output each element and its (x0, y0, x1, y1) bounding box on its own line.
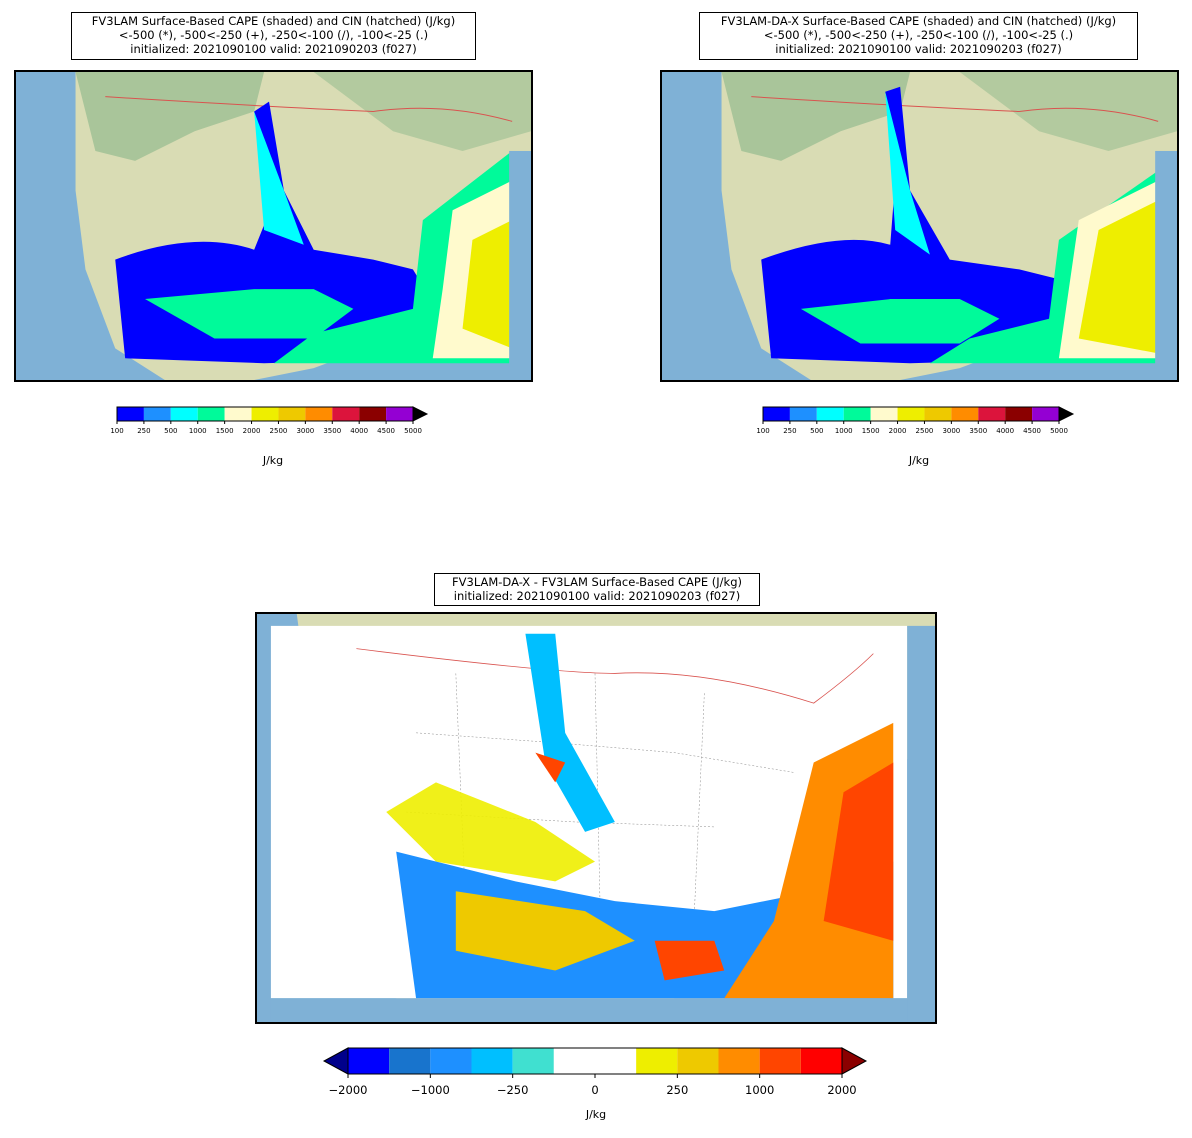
diff-title-line-1: FV3LAM-DA-X - FV3LAM Surface-Based CAPE … (452, 575, 742, 589)
left-colorbar-tick-label: 3500 (323, 427, 341, 435)
right-cape-map (660, 70, 1179, 382)
right-colorbar: 100 250 500 1000 1500 2000 2500 3000 3500 4000 450… (756, 406, 1083, 447)
diff-panel-title: FV3LAM-DA-X - FV3LAM Surface-Based CAPE … (434, 573, 760, 606)
right-colorbar-segment (763, 407, 790, 421)
left-colorbar-tick-label: 3000 (296, 427, 314, 435)
diff-colorbar-segment (553, 1048, 595, 1074)
right-colorbar-segment (1005, 407, 1033, 421)
left-colorbar-tick-label: 500 (164, 427, 177, 435)
right-colorbar-tick-label: 3500 (969, 427, 987, 435)
right-panel-title: FV3LAM-DA-X Surface-Based CAPE (shaded) … (699, 12, 1138, 60)
left-colorbar-extend (412, 406, 429, 422)
left-colorbar-tick-label: 100 (110, 427, 123, 435)
left-colorbar-segment (305, 407, 333, 421)
left-colorbar: 100 250 500 1000 1500 2000 2500 3000 3500 4000 450… (110, 406, 437, 447)
right-colorbar-tick-label: 5000 (1050, 427, 1068, 435)
diff-colorbar-segment (348, 1048, 390, 1074)
right-colorbar-segment (870, 407, 898, 421)
diff-colorbar-segment (759, 1048, 801, 1074)
right-colorbar-segment (978, 407, 1006, 421)
left-cape-map (14, 70, 533, 382)
right-title-line-1: FV3LAM-DA-X Surface-Based CAPE (shaded) … (720, 14, 1117, 28)
right-colorbar-segment (924, 407, 952, 421)
diff-map-svg (257, 614, 935, 1022)
diff-colorbar-segment (677, 1048, 719, 1074)
left-colorbar-tick-label: 5000 (404, 427, 422, 435)
diff-colorbar-tick-label: 2000 (827, 1083, 856, 1097)
left-colorbar-segment (170, 407, 198, 421)
diff-colorbar-segment (512, 1048, 554, 1074)
left-colorbar-segment (197, 407, 225, 421)
right-colorbar-segment (843, 407, 871, 421)
right-colorbar-tick-label: 1000 (835, 427, 853, 435)
right-colorbar-segment (816, 407, 844, 421)
diff-colorbar-segment (800, 1048, 842, 1074)
left-colorbar-segment (332, 407, 360, 421)
right-colorbar-segment (951, 407, 979, 421)
right-title-line-2: <-500 (*), -500<-250 (+), -250<-100 (/),… (763, 28, 1074, 42)
left-colorbar-tick-label: 1500 (216, 427, 234, 435)
left-colorbar-tick-label: 2000 (243, 427, 261, 435)
diff-colorbar-tick-label: −250 (497, 1083, 529, 1097)
right-map-svg (662, 72, 1177, 380)
right-colorbar-tick-label: 100 (756, 427, 769, 435)
right-colorbar-tick-label: 250 (783, 427, 796, 435)
left-colorbar-tick-label: 1000 (189, 427, 207, 435)
right-colorbar-tick-label: 2500 (916, 427, 934, 435)
left-colorbar-segment (386, 407, 413, 421)
left-title-line-1: FV3LAM Surface-Based CAPE (shaded) and C… (91, 14, 456, 28)
diff-colorbar-segment (471, 1048, 513, 1074)
right-title-line-3: initialized: 2021090100 valid: 202109020… (775, 42, 1062, 56)
right-colorbar-svg: 100 250 500 1000 1500 2000 2500 3000 3500 4000 450… (756, 406, 1075, 435)
diff-colorbar-extend-high (841, 1047, 868, 1075)
right-colorbar-extend (1058, 406, 1075, 422)
right-colorbar-tick-label: 500 (810, 427, 823, 435)
left-colorbar-segment (359, 407, 387, 421)
left-colorbar-segment (143, 407, 171, 421)
left-title-line-3: initialized: 2021090100 valid: 202109020… (130, 42, 417, 56)
right-colorbar-tick-label: 4500 (1023, 427, 1041, 435)
right-colorbar-tick-label: 2000 (889, 427, 907, 435)
right-colorbar-outline (762, 406, 1060, 422)
left-panel-title: FV3LAM Surface-Based CAPE (shaded) and C… (71, 12, 476, 60)
diff-colorbar-unit: J/kg (585, 1108, 607, 1121)
left-colorbar-segment (224, 407, 252, 421)
left-colorbar-segment (117, 407, 144, 421)
right-colorbar-tick-label: 1500 (862, 427, 880, 435)
left-colorbar-svg: 100 250 500 1000 1500 2000 2500 3000 3500 4000 450… (110, 406, 429, 435)
right-colorbar-segment (1032, 407, 1059, 421)
diff-colorbar-tick-label: −2000 (329, 1083, 368, 1097)
diff-cape-map (255, 612, 937, 1024)
diff-colorbar-extend-low (322, 1047, 349, 1075)
diff-colorbar-tick-label: 1000 (745, 1083, 774, 1097)
right-colorbar-segment (789, 407, 817, 421)
left-colorbar-tick-label: 4500 (377, 427, 395, 435)
right-colorbar-segment (897, 407, 925, 421)
diff-title-line-2: initialized: 2021090100 valid: 202109020… (453, 589, 741, 603)
left-colorbar-segment (251, 407, 279, 421)
left-colorbar-unit: J/kg (262, 454, 284, 467)
left-colorbar-segment (278, 407, 306, 421)
diff-colorbar-segment (636, 1048, 678, 1074)
right-colorbar-unit: J/kg (908, 454, 930, 467)
diff-colorbar-segment (595, 1048, 637, 1074)
right-colorbar-tick-label: 3000 (942, 427, 960, 435)
diff-colorbar-tick-label: 250 (666, 1083, 688, 1097)
diff-colorbar-segment (389, 1048, 431, 1074)
left-colorbar-tick-label: 250 (137, 427, 150, 435)
left-title-line-2: <-500 (*), -500<-250 (+), -250<-100 (/),… (118, 28, 429, 42)
diff-colorbar-svg: −2000 −1000 −250 0 250 1000 2000 (322, 1047, 868, 1097)
diff-colorbar-segment (718, 1048, 760, 1074)
diff-colorbar-tick-label: 0 (591, 1083, 598, 1097)
left-colorbar-outline (116, 406, 414, 422)
diff-colorbar-tick-label: −1000 (411, 1083, 450, 1097)
diff-colorbar: −2000 −1000 −250 0 250 1000 2000 (320, 1044, 880, 1104)
right-colorbar-tick-label: 4000 (996, 427, 1014, 435)
left-colorbar-tick-label: 4000 (350, 427, 368, 435)
diff-colorbar-segment (430, 1048, 472, 1074)
left-map-svg (16, 72, 531, 380)
left-colorbar-tick-label: 2500 (270, 427, 288, 435)
